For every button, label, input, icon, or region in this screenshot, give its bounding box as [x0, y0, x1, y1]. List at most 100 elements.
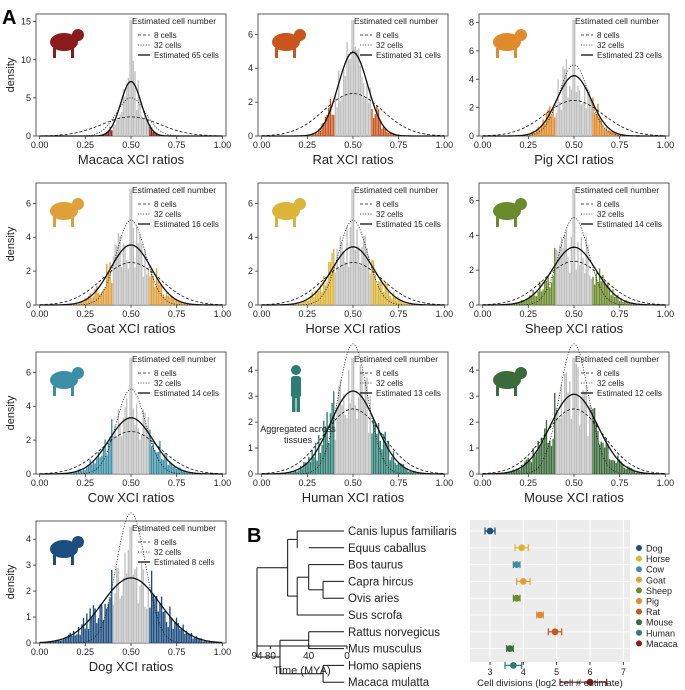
- histogram-bar: [190, 632, 193, 643]
- histogram-bar: [550, 445, 553, 474]
- histogram-bar: [595, 114, 597, 136]
- histogram-bar: [527, 134, 529, 136]
- histogram-bar: [377, 109, 380, 136]
- histogram-bar: [137, 243, 140, 305]
- histogram-bar: [155, 452, 158, 474]
- histogram-bar: [157, 611, 159, 643]
- histogram-bar: [381, 128, 383, 136]
- histogram-bar: [79, 468, 81, 474]
- legend-label: Cow: [646, 565, 665, 575]
- histogram-bar: [126, 83, 128, 136]
- y-tick-label: 2: [26, 586, 31, 596]
- histogram-bar: [357, 246, 360, 305]
- histogram-bar: [92, 296, 95, 305]
- histogram-bar: [329, 413, 332, 474]
- histogram-bar: [552, 108, 554, 136]
- histogram-bar: [351, 358, 353, 474]
- histogram-bar: [154, 131, 156, 136]
- legend-title: Estimated cell number: [575, 16, 659, 26]
- histogram-bar: [324, 116, 327, 136]
- histogram-bar: [540, 437, 543, 474]
- histogram-bar: [580, 397, 583, 474]
- histogram-bar: [114, 244, 116, 305]
- histogram-bar: [607, 443, 609, 474]
- histogram-bar: [623, 467, 626, 474]
- x-tick-label: 0.50: [122, 478, 140, 488]
- x-tick-label: 0.25: [520, 140, 538, 150]
- x-tick-label: 3: [487, 667, 492, 677]
- histogram-bar: [605, 285, 607, 305]
- histogram-bar: [376, 284, 378, 305]
- legend-title: Estimated cell number: [575, 185, 659, 195]
- histogram-bar: [101, 604, 103, 643]
- histogram-bar: [389, 460, 391, 474]
- x-tick-label: 1.00: [214, 309, 232, 319]
- histogram-bar: [339, 236, 342, 305]
- histogram-bar: [545, 420, 548, 474]
- histogram-bar: [147, 417, 149, 474]
- histogram-bar: [132, 227, 135, 305]
- histogram-bar: [112, 435, 115, 474]
- histogram-bar: [318, 435, 320, 474]
- histogram-bar: [313, 134, 315, 136]
- histogram-bar: [615, 132, 617, 136]
- histogram-bar: [298, 470, 300, 474]
- histogram-bar: [112, 256, 115, 305]
- data-point: [586, 678, 594, 686]
- histogram-bar: [74, 471, 76, 474]
- histogram-bar: [319, 130, 322, 136]
- histogram-bar: [349, 58, 352, 136]
- histogram-bar: [79, 301, 81, 305]
- histogram-bar: [94, 608, 96, 643]
- histogram-bar: [595, 273, 597, 305]
- x-tick-label: 0.75: [168, 309, 186, 319]
- legend-label-8: 8 cells: [597, 200, 620, 209]
- y-tick-label: 2: [248, 417, 253, 427]
- y-tick-label: 4: [469, 230, 474, 240]
- curve-8-cells: [39, 116, 223, 137]
- legend-label-32: 32 cells: [376, 379, 403, 388]
- histogram-bar: [134, 424, 136, 474]
- histogram-bar: [592, 408, 594, 474]
- legend-label: Pig: [646, 597, 659, 607]
- histogram-bar: [334, 93, 337, 136]
- histogram-bar: [407, 471, 410, 474]
- histogram-bar: [371, 108, 373, 136]
- histogram-bar: [326, 412, 328, 474]
- histogram-bar: [530, 462, 533, 474]
- histogram-bar: [57, 640, 60, 643]
- histogram-bar: [154, 449, 156, 474]
- histogram-bar: [114, 593, 116, 643]
- histogram-bar: [364, 380, 366, 474]
- histogram-bar: [346, 418, 348, 474]
- histogram-bar: [321, 444, 323, 474]
- histogram-bar: [321, 292, 323, 305]
- histogram-bar: [92, 460, 95, 474]
- histogram-bar: [381, 449, 383, 474]
- histogram-bar: [76, 634, 78, 643]
- histogram-bar: [527, 297, 529, 305]
- histogram-bar: [172, 628, 174, 643]
- y-tick-label: 2: [469, 417, 474, 427]
- x-axis-title: Goat XCI ratios: [87, 321, 176, 336]
- histogram-bar: [116, 119, 118, 136]
- histogram-bar: [534, 454, 536, 474]
- histogram-bar: [126, 573, 128, 643]
- histogram-bar: [359, 364, 362, 474]
- legend-title: Estimated cell number: [354, 185, 438, 195]
- histogram-bar: [364, 98, 366, 136]
- histogram-bar: [294, 469, 297, 474]
- histogram-bar: [369, 273, 371, 305]
- histogram-bar: [389, 133, 391, 136]
- histogram-bar: [565, 59, 568, 136]
- histogram-bar: [144, 249, 146, 305]
- histogram-bar: [174, 466, 176, 474]
- legend-label-8: 8 cells: [154, 538, 177, 547]
- legend-label-32: 32 cells: [154, 41, 181, 50]
- histogram-bar: [519, 469, 521, 474]
- legend-label-estimated: Estimated 65 cells: [154, 51, 219, 60]
- histogram-bar: [207, 641, 209, 643]
- x-tick-label: 0.00: [474, 309, 492, 319]
- histogram-bar: [152, 132, 154, 136]
- histogram-bar: [361, 246, 363, 305]
